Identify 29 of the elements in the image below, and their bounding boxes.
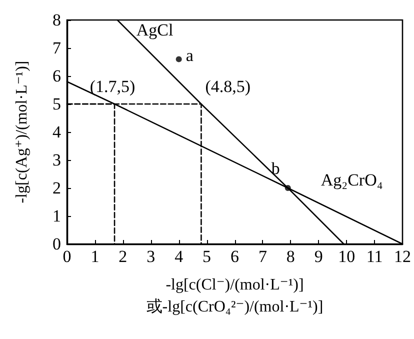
y-tick-label: 3: [52, 150, 61, 170]
x-tick-label: 5: [202, 247, 212, 266]
y-tick-label: 5: [52, 94, 61, 114]
y-tick-label: 8: [52, 10, 61, 30]
x-tick-label: 12: [394, 247, 411, 266]
series-label: Ag₂CrO₄: [320, 170, 383, 190]
x-tick-label: 1: [90, 247, 100, 266]
y-tick-label: 7: [52, 38, 62, 58]
y-axis-title: -lg[c(Ag⁺)/(mol·L⁻¹)]: [14, 60, 30, 204]
x-tick-label: 3: [146, 247, 156, 266]
x-tick-label: 6: [230, 247, 239, 266]
y-tick-label: 6: [52, 66, 61, 86]
annotation: a: [186, 46, 194, 66]
x-tick-label: 8: [286, 247, 295, 266]
annotation: (1.7,5): [90, 77, 136, 96]
x-tick-label: 11: [366, 247, 383, 266]
y-tick-label: 1: [52, 206, 61, 226]
x-tick-label: 7: [258, 247, 268, 266]
annotation: b: [271, 159, 280, 178]
y-tick-label: 0: [52, 234, 61, 254]
x-tick-label: 2: [118, 247, 128, 266]
annotation: (4.8,5): [205, 77, 251, 96]
x-tick-label: 10: [338, 247, 356, 266]
x-tick-label: 4: [174, 247, 184, 266]
x-axis-title: -lg[c(Cl⁻)/(mol·L⁻¹)] 或-lg[c(CrO₄²⁻)/(mol·L⁻¹)]: [146, 276, 324, 316]
y-tick-label: 2: [52, 178, 61, 198]
series-label: AgCl: [136, 20, 174, 40]
x-tick-label: 9: [314, 247, 323, 266]
y-tick-label: 4: [52, 122, 62, 142]
